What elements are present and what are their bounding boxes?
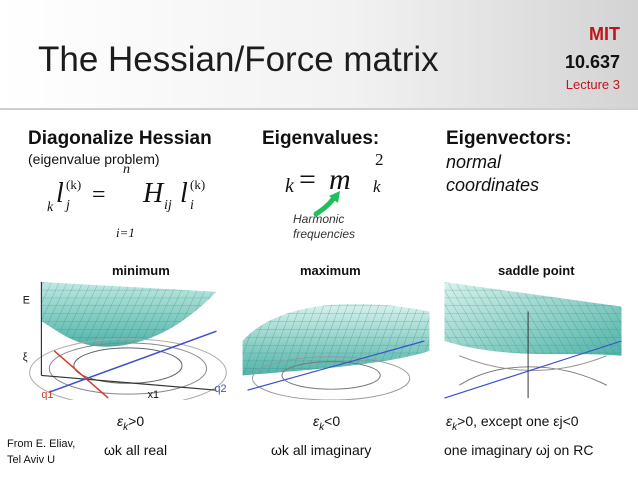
course-number: 10.637 [564, 52, 620, 72]
source-credit: From E. Eliav, Tel Aviv U [7, 438, 76, 466]
header-divider [0, 108, 638, 110]
harmonic-frequencies-note: Harmonic frequencies [293, 212, 356, 241]
lecture-label: Lecture 3 [565, 77, 620, 92]
panel-label-saddle: saddle point [498, 263, 575, 278]
axis-label-e: E [23, 295, 30, 307]
eigenvalues-heading: Eigenvalues: [262, 128, 380, 149]
eigenvectors-heading: Eigenvectors: [446, 128, 572, 149]
panel-label-maximum: maximum [300, 263, 361, 278]
axis-label-x1: x1 [148, 389, 159, 400]
slide-title: The Hessian/Force matrix [38, 40, 439, 79]
institution-label: MIT [589, 24, 620, 44]
saddle-condition: εk>0, except one εj<0 [446, 413, 579, 433]
axis-label-xi: ξ [23, 352, 28, 364]
harmonic-arrow-icon [313, 191, 340, 217]
maximum-surface-plot [236, 282, 436, 400]
minimum-surface-plot: E ξ q1 q2 x1 [18, 282, 233, 400]
maximum-condition: εk<0 [313, 413, 341, 433]
saddle-frequency-note: one imaginary ωj on RC [444, 442, 594, 458]
normal-label: normal [446, 152, 502, 172]
saddle-surface-plot [438, 282, 628, 400]
axis-label-q1: q1 [41, 389, 53, 400]
axis-label-q2: q2 [214, 383, 226, 395]
minimum-frequency-note: ωk all real [104, 442, 168, 458]
diagonalize-heading: Diagonalize Hessian [28, 128, 212, 149]
panel-label-minimum: minimum [112, 263, 170, 278]
coordinates-label: coordinates [446, 175, 540, 195]
minimum-condition: εk>0 [117, 413, 145, 433]
eigenvalue-problem-subheading: (eigenvalue problem) [28, 151, 160, 167]
maximum-frequency-note: ωk all imaginary [271, 442, 372, 458]
header-band [0, 0, 638, 110]
